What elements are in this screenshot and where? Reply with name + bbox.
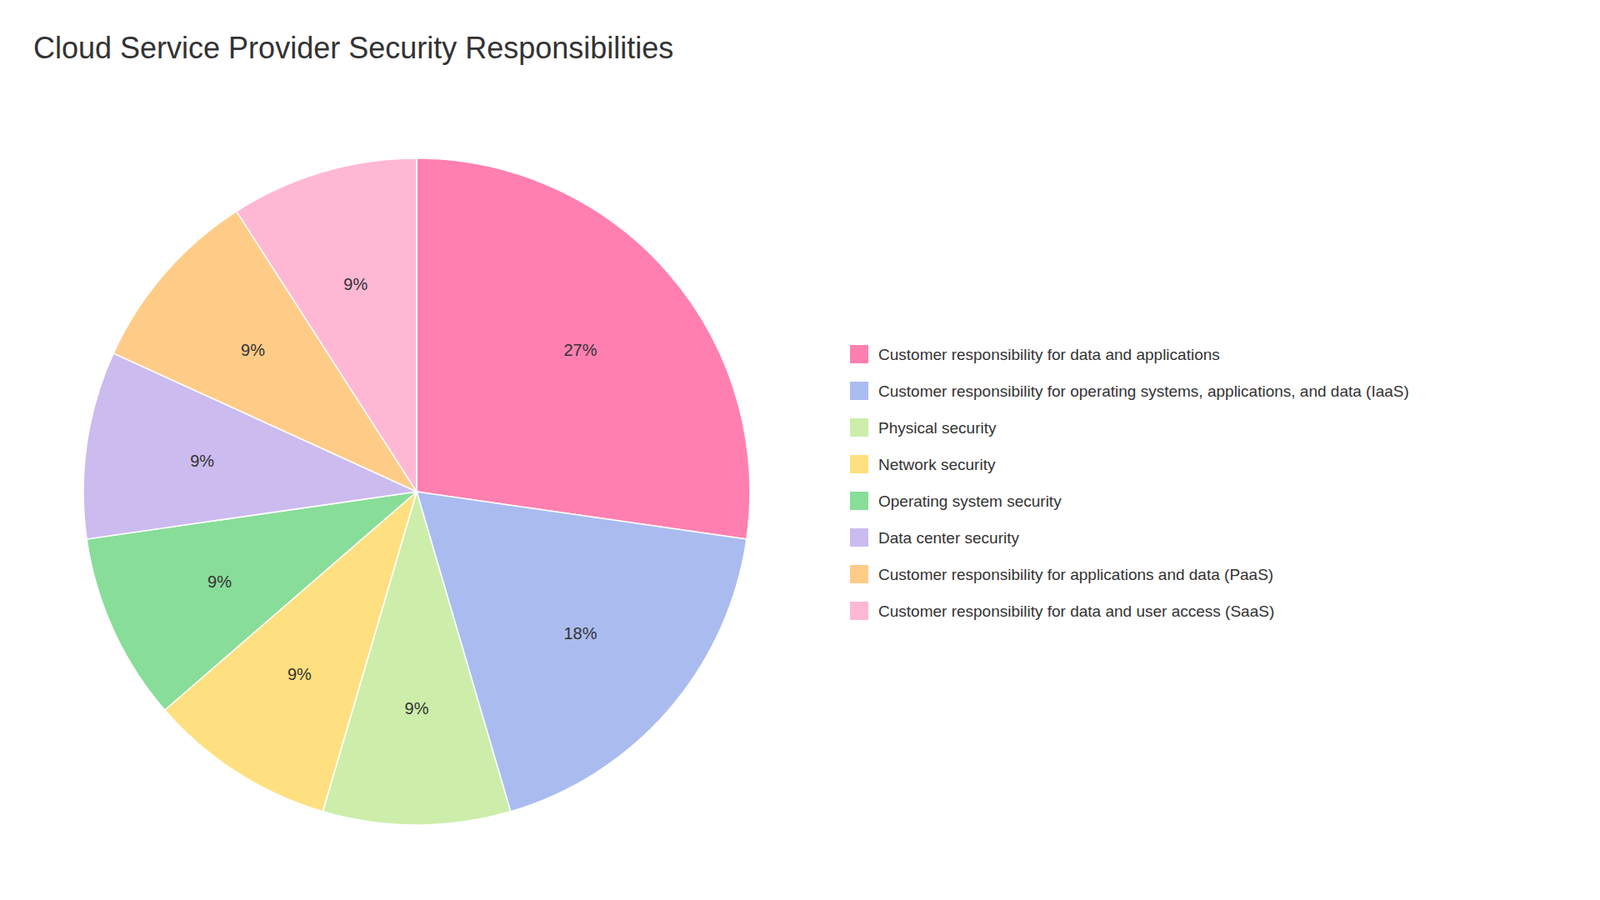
legend-label: Customer responsibility for operating sy… <box>878 382 1410 400</box>
legend-swatch <box>850 528 869 547</box>
legend-swatch <box>850 601 869 620</box>
legend-label: Customer responsibility for applications… <box>878 565 1274 584</box>
legend-item: Customer responsibility for data and use… <box>850 601 1275 620</box>
pie-slice <box>236 158 417 492</box>
data-label: 9% <box>405 699 430 718</box>
legend-item: Customer responsibility for data and app… <box>850 345 1220 364</box>
legend-label: Customer responsibility for data and app… <box>878 345 1220 364</box>
data-label: 9% <box>343 275 368 294</box>
legend-label: Data center security <box>878 529 1020 547</box>
title: Cloud Service Provider Security Responsi… <box>33 30 674 65</box>
data-label: 9% <box>207 572 232 591</box>
legend-item: Customer responsibility for applications… <box>850 565 1274 584</box>
legend-item: Data center security <box>850 528 1020 547</box>
data-label: 9% <box>190 451 215 470</box>
pie-slice <box>416 158 750 540</box>
chart: Cloud Service Provider Security Responsi… <box>0 0 1600 900</box>
legend: Customer responsibility for data and app… <box>850 345 1410 620</box>
legend-swatch <box>850 345 869 364</box>
legend-swatch <box>850 455 869 474</box>
legend-swatch <box>850 381 869 400</box>
pie <box>83 158 750 825</box>
data-label: 9% <box>287 665 312 684</box>
legend-label: Operating system security <box>878 492 1062 510</box>
legend-swatch <box>850 491 869 510</box>
legend-label: Customer responsibility for data and use… <box>878 602 1275 620</box>
legend-item: Physical security <box>850 418 997 437</box>
legend-swatch <box>850 418 869 437</box>
data-label: 27% <box>563 340 597 360</box>
legend-label: Physical security <box>878 419 997 437</box>
legend-item: Operating system security <box>850 491 1062 510</box>
legend-item: Network security <box>850 455 996 474</box>
data-labels: 27% 18% 9% 9% 9% 9% 9% 9% <box>190 275 598 718</box>
legend-item: Customer responsibility for operating sy… <box>850 381 1410 400</box>
legend-swatch <box>850 565 869 584</box>
data-label: 18% <box>563 624 597 643</box>
legend-label: Network security <box>878 455 996 474</box>
data-label: 9% <box>240 340 265 360</box>
